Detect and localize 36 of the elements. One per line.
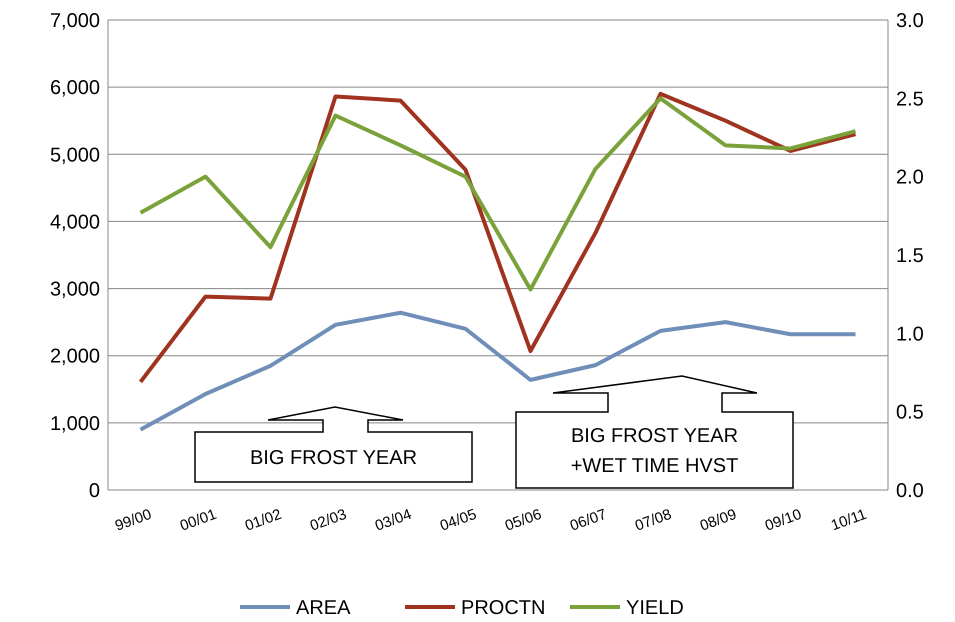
y2-tick-label: 0.5 [896,402,924,424]
x-tick-label: 09/10 [762,506,804,535]
x-tick-label: 06/07 [568,506,609,535]
callout-box: BIG FROST YEAR +WET TIME HVST [515,375,794,489]
y-tick-label: 4,000 [50,211,100,234]
y-tick-label: 1,000 [50,412,100,435]
x-tick-label: 10/11 [828,506,869,534]
line-series [138,96,858,292]
legend-label: PROCTN [461,597,546,619]
x-tick-label: 01/02 [242,506,284,535]
y-tick-label: 3,000 [50,278,100,301]
y-tick-label: 0 [88,480,100,502]
callout-box: BIG FROST YEAR [194,406,473,483]
y2-tick-label: 1.0 [896,323,924,346]
y-tick-label: 2,000 [50,346,100,368]
y-tick-label: 5,000 [50,144,100,166]
x-tick-label: 07/08 [632,506,674,535]
y-tick-label: 6,000 [50,77,100,100]
y2-tick-label: 0.0 [896,480,924,502]
x-tick-label: 04/05 [438,506,479,535]
y2-tick-label: 3.0 [896,10,924,32]
x-tick-label: 99/00 [112,506,154,535]
y2-tick-label: 2.5 [896,88,924,110]
x-tick-label: 03/04 [372,506,414,535]
legend-label: YIELD [626,597,684,619]
y2-tick-label: 2.0 [896,166,924,189]
x-tick-label: 05/06 [502,506,544,535]
annotation: BIG FROST YEAR +WET TIME HVST [570,425,738,477]
x-tick-label: 00/01 [178,506,219,535]
annotation: BIG FROST YEAR [250,447,418,469]
x-tick-label: 08/09 [698,506,739,535]
y-tick-label: 7,000 [50,10,100,32]
x-tick-label: 02/03 [308,506,349,535]
legend-label: AREA [296,597,352,619]
y2-tick-label: 1.5 [896,245,924,267]
line-series [138,92,858,384]
